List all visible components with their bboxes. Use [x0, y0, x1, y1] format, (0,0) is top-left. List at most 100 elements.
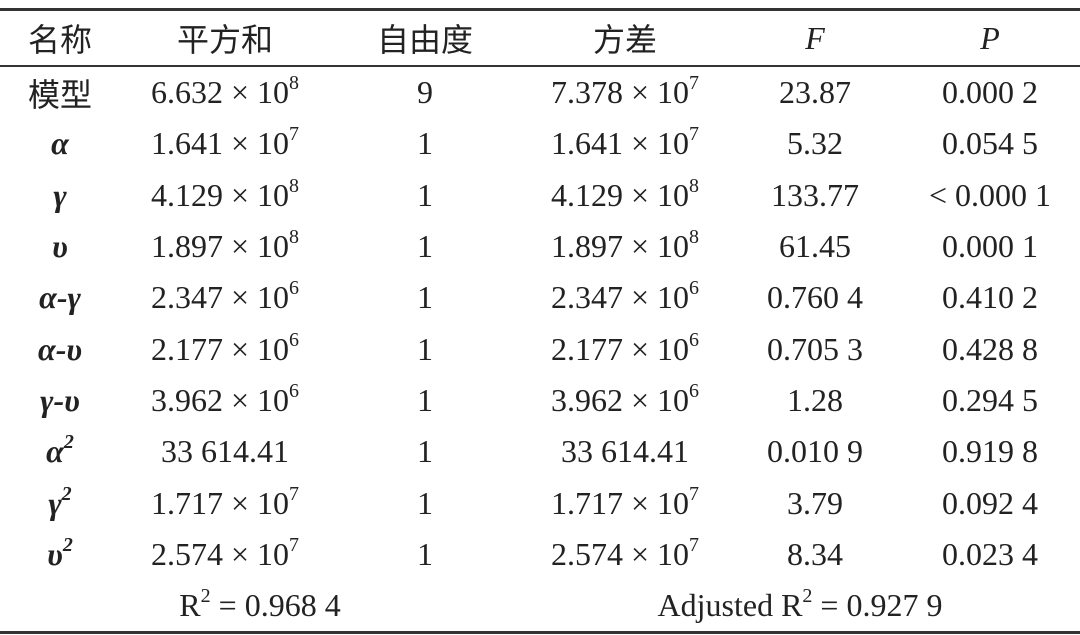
anova-table: 名称 平方和 自由度 方差 F P 模型 6.632 × 108 9 7.378 × 107 23… — [0, 8, 1080, 634]
cell-superscript: 7 — [689, 533, 700, 556]
table-cell: 2.177 × 106 — [520, 323, 730, 374]
table-row: υ2 2.574 × 107 1 2.574 × 107 8.34 0.023 4 — [0, 529, 1080, 580]
column-header: 名称 — [27, 22, 92, 58]
cell-superscript: 7 — [289, 533, 300, 556]
table-cell: 61.45 — [779, 228, 851, 265]
cell-text: 3.962 × 10 — [550, 381, 690, 418]
cell-superscript: 7 — [289, 123, 300, 146]
table-cell: 0.428 8 — [942, 330, 1038, 367]
table-cell: 0.410 2 — [942, 279, 1038, 316]
cell-text: 2.574 × 10 — [550, 535, 690, 572]
cell-text: υ — [47, 535, 63, 572]
table-cell: 2.574 × 107 — [520, 529, 730, 580]
table-cell: 0.000 1 — [942, 228, 1038, 265]
row-label: α2 — [0, 426, 120, 477]
table-row: 模型 6.632 × 108 9 7.378 × 107 23.87 0.000 2 — [0, 66, 1080, 118]
cell-text: 4.129 × 10 — [150, 176, 290, 213]
table-row: γ2 1.717 × 107 1 1.717 × 107 3.79 0.092 4 — [0, 477, 1080, 528]
table-cell: 0.092 4 — [942, 484, 1038, 521]
table-cell: 1.897 × 108 — [520, 221, 730, 272]
table-row: υ 1.897 × 108 1 1.897 × 108 61.45 0.000 1 — [0, 221, 1080, 272]
table-row: α 1.641 × 107 1 1.641 × 107 5.32 0.054 5 — [0, 118, 1080, 169]
table-cell: 4.129 × 108 — [520, 170, 730, 221]
cell-text: 1.897 × 10 — [150, 228, 290, 265]
row-label: α-γ — [39, 279, 81, 316]
cell-superscript: 7 — [689, 482, 700, 505]
cell-superscript: 7 — [689, 72, 700, 95]
row-label: γ-υ — [40, 381, 80, 418]
cell-text: 2.177 × 10 — [550, 330, 690, 367]
table-cell: 7.378 × 107 — [520, 66, 730, 118]
table-cell: 9 — [417, 74, 433, 111]
cell-suffix: = 0.968 4 — [210, 587, 341, 624]
cell-superscript: 6 — [289, 379, 300, 402]
cell-superscript: 7 — [289, 482, 300, 505]
column-header: F — [805, 19, 825, 56]
cell-text: 2.574 × 10 — [150, 535, 290, 572]
table-cell: 1 — [417, 125, 433, 162]
table-cell: 23.87 — [779, 74, 851, 111]
cell-text: 2.347 × 10 — [550, 279, 690, 316]
table-cell: 0.023 4 — [942, 535, 1038, 572]
table-cell: 1.641 × 107 — [520, 118, 730, 169]
header-row: 名称 平方和 自由度 方差 F P — [0, 9, 1080, 66]
table-cell: 0.919 8 — [942, 433, 1038, 470]
cell-superscript: 2 — [61, 482, 72, 505]
cell-text: 2.347 × 10 — [150, 279, 290, 316]
table-cell: 4.129 × 108 — [120, 170, 330, 221]
table-row: γ 4.129 × 108 1 4.129 × 108 133.77 < 0.000 1 — [0, 170, 1080, 221]
table-row: α-υ 2.177 × 106 1 2.177 × 106 0.705 3 0.428 8 — [0, 323, 1080, 374]
cell-superscript: 6 — [689, 328, 700, 351]
table-cell: 1.897 × 108 — [120, 221, 330, 272]
cell-text: R — [781, 587, 803, 624]
row-label: 模型 — [27, 76, 92, 113]
table-cell: 2.347 × 106 — [520, 272, 730, 323]
cell-text: R — [179, 587, 201, 624]
table-cell: 2.347 × 106 — [120, 272, 330, 323]
cell-superscript: 2 — [62, 533, 73, 556]
cell-text: 1.897 × 10 — [550, 228, 690, 265]
table-cell: 1 — [417, 484, 433, 521]
column-header: 平方和 — [176, 22, 273, 58]
cell-superscript: 6 — [289, 277, 300, 300]
table-cell: 2.574 × 107 — [120, 529, 330, 580]
table-cell: 1 — [417, 279, 433, 316]
cell-superscript: 7 — [689, 123, 700, 146]
table-cell: 1 — [417, 176, 433, 213]
column-header: 自由度 — [376, 22, 473, 58]
cell-superscript: 6 — [289, 328, 300, 351]
table-cell: 1 — [417, 228, 433, 265]
column-header: 方差 — [592, 22, 657, 58]
row-label: υ2 — [0, 529, 120, 580]
table-row: γ-υ 3.962 × 106 1 3.962 × 106 1.28 0.294 5 — [0, 375, 1080, 426]
row-label: υ — [52, 228, 68, 265]
table-cell: 2.177 × 106 — [120, 323, 330, 374]
table-cell: 133.77 — [771, 176, 859, 213]
cell-superscript: 8 — [689, 174, 700, 197]
table-cell: 6.632 × 108 — [120, 66, 330, 118]
table-cell: 0.010 9 — [767, 433, 863, 470]
cell-text: 1.641 × 10 — [150, 125, 290, 162]
table-cell: 0.705 3 — [767, 330, 863, 367]
table-cell: 1 — [417, 381, 433, 418]
cell-text: 1.717 × 10 — [550, 484, 690, 521]
cell-text: 2.177 × 10 — [150, 330, 290, 367]
cell-superscript: 2 — [63, 431, 74, 454]
table-row: α2 33 614.41 1 33 614.41 0.010 9 0.919 8 — [0, 426, 1080, 477]
cell-superscript: 8 — [289, 226, 300, 249]
table-cell: 1 — [417, 330, 433, 367]
footer-row: R2 = 0.968 4 Adjusted R2 = 0.927 9 — [0, 580, 1080, 633]
table-cell: 8.34 — [787, 535, 843, 572]
table-cell: 1.641 × 107 — [120, 118, 330, 169]
table-cell: 1.717 × 107 — [120, 477, 330, 528]
cell-text: 1.717 × 10 — [150, 484, 290, 521]
table-cell: 0.760 4 — [767, 279, 863, 316]
row-label: γ — [53, 176, 67, 213]
footer-cell: Adjusted R2 = 0.927 9 — [520, 580, 1080, 633]
cell-superscript: 8 — [289, 174, 300, 197]
footer-cell: R2 = 0.968 4 — [0, 580, 520, 633]
cell-text: γ — [48, 484, 62, 521]
table-cell: 1.717 × 107 — [520, 477, 730, 528]
cell-text: 4.129 × 10 — [550, 176, 690, 213]
